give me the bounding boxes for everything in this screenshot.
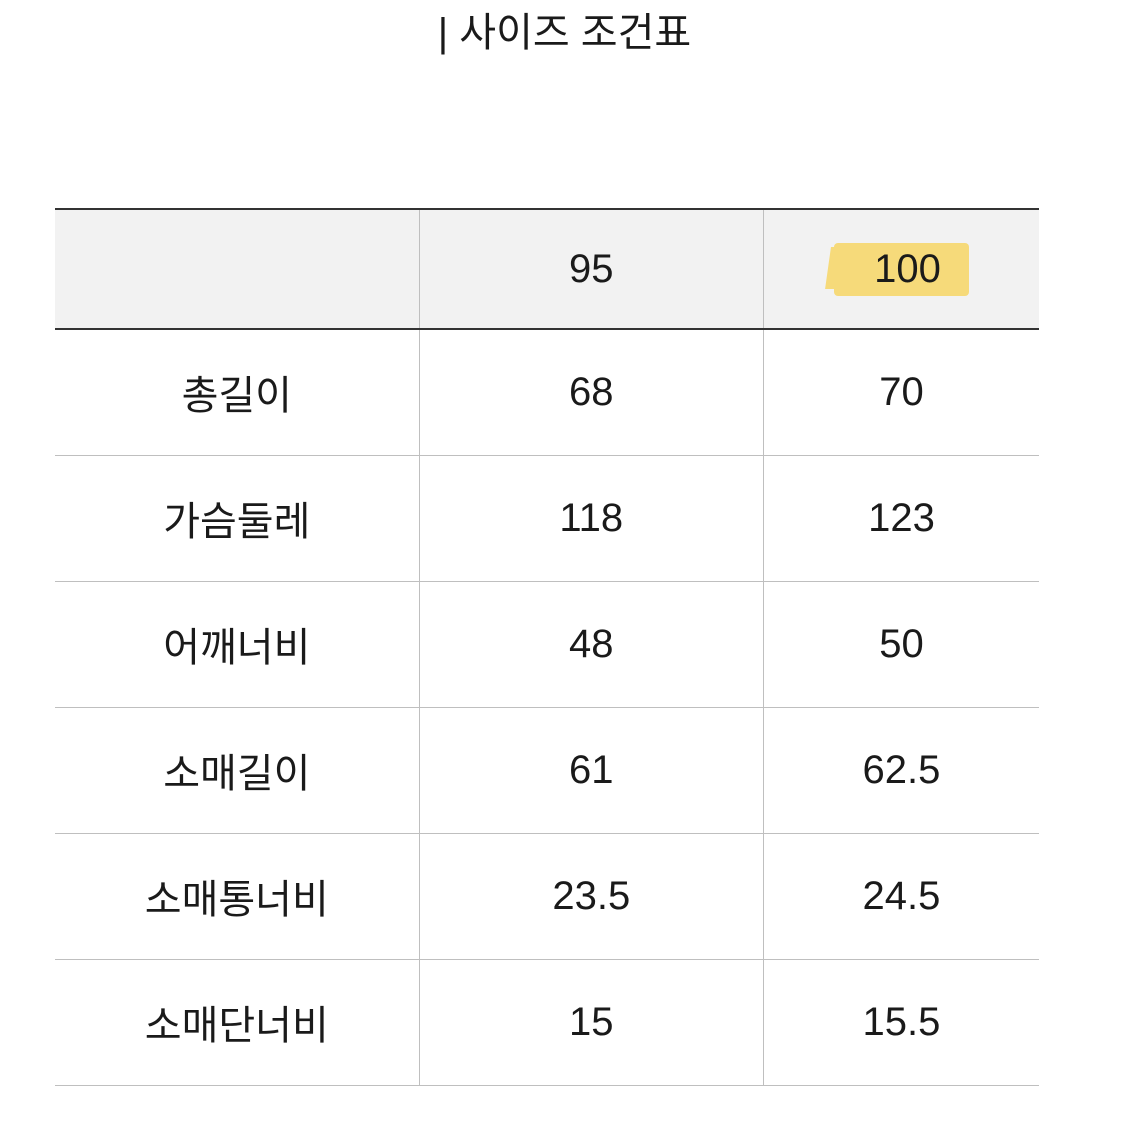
size-table: 95 100 총길이 68 70 가슴둘레 118 123 어깨너비 48 50: [55, 208, 1039, 1086]
table-row: 총길이 68 70: [55, 329, 1039, 455]
table-row: 소매길이 61 62.5: [55, 707, 1039, 833]
table-row: 어깨너비 48 50: [55, 581, 1039, 707]
row-value: 15: [419, 959, 763, 1085]
row-value: 48: [419, 581, 763, 707]
row-value: 118: [419, 455, 763, 581]
table-header-row: 95 100: [55, 209, 1039, 329]
table-header-size-95: 95: [419, 209, 763, 329]
row-value: 15.5: [763, 959, 1039, 1085]
row-value: 62.5: [763, 707, 1039, 833]
table-header-size-100: 100: [763, 209, 1039, 329]
table-row: 소매통너비 23.5 24.5: [55, 833, 1039, 959]
highlight-marker: 100: [834, 243, 969, 296]
size-table-container: 95 100 총길이 68 70 가슴둘레 118 123 어깨너비 48 50: [55, 208, 1039, 1086]
row-value: 68: [419, 329, 763, 455]
row-value: 24.5: [763, 833, 1039, 959]
row-value: 61: [419, 707, 763, 833]
row-value: 50: [763, 581, 1039, 707]
row-value: 23.5: [419, 833, 763, 959]
row-label: 총길이: [55, 329, 419, 455]
row-label: 가슴둘레: [55, 455, 419, 581]
row-label: 소매통너비: [55, 833, 419, 959]
table-header-blank: [55, 209, 419, 329]
row-label: 어깨너비: [55, 581, 419, 707]
row-value: 70: [763, 329, 1039, 455]
row-label: 소매단너비: [55, 959, 419, 1085]
row-label: 소매길이: [55, 707, 419, 833]
page-title: | 사이즈 조건표: [0, 0, 1129, 58]
row-value: 123: [763, 455, 1039, 581]
table-row: 소매단너비 15 15.5: [55, 959, 1039, 1085]
table-row: 가슴둘레 118 123: [55, 455, 1039, 581]
